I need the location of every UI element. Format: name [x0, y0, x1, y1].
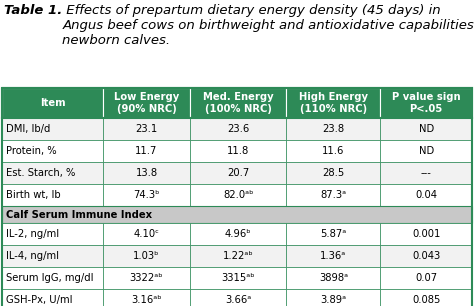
Bar [103, 162, 190, 184]
Text: ND: ND [419, 146, 434, 156]
Text: 3.89ᵃ: 3.89ᵃ [320, 295, 346, 305]
Bar [2, 245, 103, 267]
Bar [380, 223, 472, 245]
Text: 0.043: 0.043 [412, 251, 440, 261]
Bar [286, 289, 380, 306]
Text: 23.6: 23.6 [227, 124, 249, 134]
Text: GSH-Px, U/ml: GSH-Px, U/ml [6, 295, 73, 305]
Text: 11.6: 11.6 [322, 146, 345, 156]
Text: Est. Starch, %: Est. Starch, % [6, 168, 75, 178]
Bar [286, 267, 380, 289]
Text: 0.07: 0.07 [415, 273, 437, 283]
Text: 1.36ᵃ: 1.36ᵃ [320, 251, 346, 261]
Text: Serum IgG, mg/dl: Serum IgG, mg/dl [6, 273, 93, 283]
Bar [2, 88, 472, 306]
Text: 0.085: 0.085 [412, 295, 440, 305]
Text: Effects of prepartum dietary energy density (45 days) in
Angus beef cows on birt: Effects of prepartum dietary energy dens… [62, 4, 474, 47]
Bar [286, 118, 380, 140]
Text: Calf Serum Immune Index: Calf Serum Immune Index [6, 210, 152, 219]
Bar [380, 184, 472, 206]
Bar [2, 118, 103, 140]
Text: 11.8: 11.8 [227, 146, 249, 156]
Text: 1.22ᵃᵇ: 1.22ᵃᵇ [223, 251, 254, 261]
Bar [380, 140, 472, 162]
Text: 3315ᵃᵇ: 3315ᵃᵇ [221, 273, 255, 283]
Bar [190, 88, 286, 118]
Bar [380, 162, 472, 184]
Bar [286, 88, 380, 118]
Bar [190, 162, 286, 184]
Bar [380, 88, 472, 118]
Bar [380, 267, 472, 289]
Bar [2, 140, 103, 162]
Bar [380, 118, 472, 140]
Bar [103, 140, 190, 162]
Text: 20.7: 20.7 [227, 168, 249, 178]
Bar [2, 88, 103, 118]
Text: 1.03ᵇ: 1.03ᵇ [133, 251, 160, 261]
Text: Protein, %: Protein, % [6, 146, 56, 156]
Text: 74.3ᵇ: 74.3ᵇ [133, 190, 160, 200]
Text: 3.66ᵃ: 3.66ᵃ [225, 295, 251, 305]
Bar [2, 162, 103, 184]
Text: Low Energy
(90% NRC): Low Energy (90% NRC) [114, 92, 179, 114]
Text: IL-4, ng/ml: IL-4, ng/ml [6, 251, 59, 261]
Bar [286, 162, 380, 184]
Text: P value sign
P<.05: P value sign P<.05 [392, 92, 460, 114]
Text: 3.16ᵃᵇ: 3.16ᵃᵇ [131, 295, 162, 305]
Text: 4.96ᵇ: 4.96ᵇ [225, 229, 252, 239]
Bar [380, 289, 472, 306]
Text: Birth wt, lb: Birth wt, lb [6, 190, 61, 200]
Text: 4.10ᶜ: 4.10ᶜ [134, 229, 159, 239]
Text: 11.7: 11.7 [136, 146, 158, 156]
Bar [190, 118, 286, 140]
Bar [2, 88, 472, 118]
Bar [103, 289, 190, 306]
Text: Table 1.: Table 1. [4, 4, 62, 17]
Text: ---: --- [421, 168, 432, 178]
Bar [103, 184, 190, 206]
Bar [190, 267, 286, 289]
Text: DMI, lb/d: DMI, lb/d [6, 124, 50, 134]
Text: High Energy
(110% NRC): High Energy (110% NRC) [299, 92, 368, 114]
Bar [286, 245, 380, 267]
Bar [103, 88, 190, 118]
Text: 3322ᵃᵇ: 3322ᵃᵇ [130, 273, 164, 283]
Text: ND: ND [419, 124, 434, 134]
Bar [286, 184, 380, 206]
Text: 23.1: 23.1 [136, 124, 158, 134]
Bar [103, 267, 190, 289]
Bar [190, 289, 286, 306]
Bar [2, 289, 103, 306]
Bar [2, 223, 103, 245]
Text: 0.04: 0.04 [415, 190, 437, 200]
Text: 23.8: 23.8 [322, 124, 345, 134]
Bar [190, 223, 286, 245]
Text: 5.87ᵃ: 5.87ᵃ [320, 229, 346, 239]
Bar [190, 184, 286, 206]
Text: 87.3ᵃ: 87.3ᵃ [320, 190, 346, 200]
Bar [2, 267, 103, 289]
Bar [380, 245, 472, 267]
Text: 13.8: 13.8 [136, 168, 157, 178]
Text: 82.0ᵃᵇ: 82.0ᵃᵇ [223, 190, 254, 200]
Bar [2, 184, 103, 206]
Bar [286, 223, 380, 245]
Bar [190, 245, 286, 267]
Bar [103, 118, 190, 140]
Text: IL-2, ng/ml: IL-2, ng/ml [6, 229, 59, 239]
Bar [103, 223, 190, 245]
Bar [286, 140, 380, 162]
Text: 0.001: 0.001 [412, 229, 440, 239]
Text: Item: Item [40, 98, 65, 108]
Text: Med. Energy
(100% NRC): Med. Energy (100% NRC) [203, 92, 273, 114]
Text: 28.5: 28.5 [322, 168, 345, 178]
Bar [190, 140, 286, 162]
Bar [2, 206, 472, 223]
Bar [103, 245, 190, 267]
Text: 3898ᵃ: 3898ᵃ [319, 273, 348, 283]
